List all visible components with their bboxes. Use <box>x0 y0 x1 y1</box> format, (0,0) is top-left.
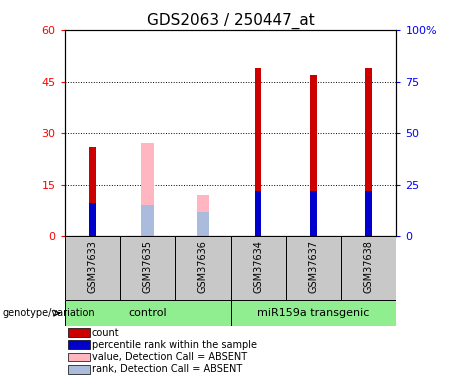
Text: GSM37633: GSM37633 <box>87 240 97 293</box>
Bar <box>65 236 120 300</box>
Bar <box>65 300 230 326</box>
Text: rank, Detection Call = ABSENT: rank, Detection Call = ABSENT <box>92 364 242 374</box>
Bar <box>197 195 209 236</box>
Bar <box>230 236 286 300</box>
Bar <box>341 236 396 300</box>
Bar <box>120 236 175 300</box>
Bar <box>89 147 95 236</box>
Bar <box>255 68 261 236</box>
Text: GSM37638: GSM37638 <box>364 240 374 293</box>
Bar <box>197 211 209 236</box>
Title: GDS2063 / 250447_at: GDS2063 / 250447_at <box>147 12 314 28</box>
Bar <box>142 144 154 236</box>
Text: value, Detection Call = ABSENT: value, Detection Call = ABSENT <box>92 352 247 362</box>
Text: miR159a transgenic: miR159a transgenic <box>257 308 370 318</box>
Text: GSM37635: GSM37635 <box>142 240 153 293</box>
Text: GSM37637: GSM37637 <box>308 240 319 293</box>
Bar <box>68 365 90 374</box>
Bar <box>68 328 90 337</box>
Text: count: count <box>92 328 119 338</box>
Bar <box>310 191 317 236</box>
Text: genotype/variation: genotype/variation <box>2 308 95 318</box>
Bar <box>68 340 90 349</box>
Text: control: control <box>128 308 167 318</box>
Bar <box>255 191 261 236</box>
Bar <box>286 236 341 300</box>
Bar <box>366 68 372 236</box>
Bar <box>68 352 90 362</box>
Text: GSM37636: GSM37636 <box>198 240 208 293</box>
Text: GSM37634: GSM37634 <box>253 240 263 293</box>
Bar <box>175 236 230 300</box>
Bar <box>230 300 396 326</box>
Bar <box>310 75 317 236</box>
Bar <box>366 191 372 236</box>
Text: percentile rank within the sample: percentile rank within the sample <box>92 340 257 350</box>
Bar <box>142 206 154 236</box>
Bar <box>89 203 95 236</box>
